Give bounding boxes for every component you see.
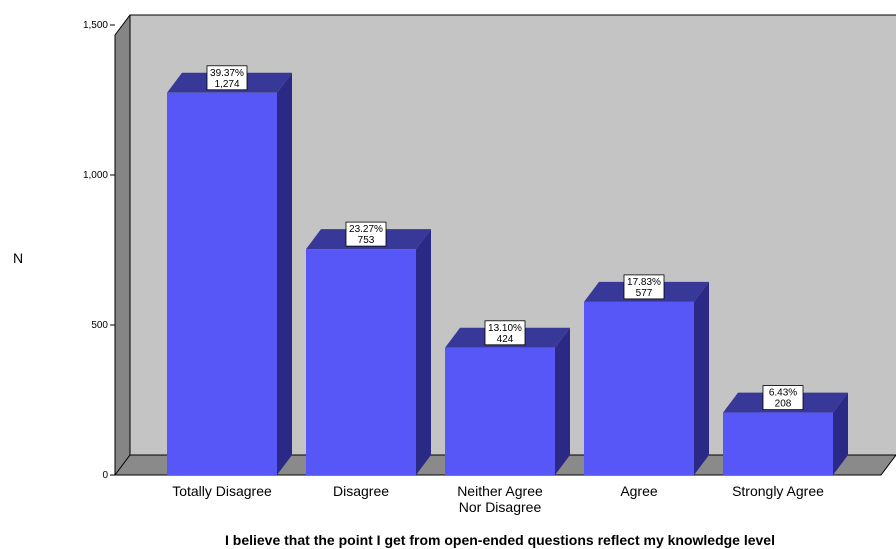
y-tick-label: 500 [91, 320, 108, 331]
data-label-box [623, 274, 665, 300]
data-label-percent: 6.43% [769, 388, 797, 399]
data-label-count: 1,274 [214, 79, 239, 90]
x-tick-label: Neither Agree [457, 483, 543, 499]
data-label-box [345, 221, 387, 247]
data-label-count: 577 [636, 288, 653, 299]
data-label-count: 753 [358, 235, 375, 246]
bar-group: 13.10%424 [445, 320, 570, 475]
bar [584, 301, 694, 475]
y-tick-label: 1,500 [83, 20, 108, 31]
data-label-count: 424 [497, 334, 514, 345]
x-tick-label: Strongly Agree [732, 483, 824, 499]
bar-side [694, 281, 709, 475]
data-label-percent: 17.83% [627, 277, 661, 288]
data-label-percent: 39.37% [210, 68, 244, 79]
data-label-box [206, 65, 248, 91]
bar-group: 39.37%1,274 [167, 65, 292, 476]
data-label-box [762, 385, 804, 411]
bar-side [277, 72, 292, 476]
bar [167, 92, 277, 476]
bar [445, 347, 555, 475]
chart-frame [114, 14, 896, 475]
y-tick-label: 0 [102, 470, 108, 481]
x-axis-label: I believe that the point I get from open… [225, 532, 775, 548]
data-label-count: 208 [775, 399, 792, 410]
x-tick-label: Nor Disagree [459, 499, 542, 515]
bar [723, 412, 833, 475]
bar [306, 249, 416, 475]
bar-group: 23.27%753 [306, 221, 431, 475]
bar-side [555, 327, 570, 475]
x-tick-label: Disagree [333, 483, 389, 499]
data-label-percent: 23.27% [349, 224, 383, 235]
bar-side [833, 392, 848, 475]
x-tick-label: Totally Disagree [172, 483, 272, 499]
bar-group: 17.83%577 [584, 274, 709, 475]
y-tick-label: 1,000 [83, 170, 108, 181]
data-label-box [484, 320, 526, 346]
left-wall [115, 15, 130, 475]
x-tick-label: Agree [620, 483, 658, 499]
y-axis-label: N [13, 250, 23, 266]
bar-side [416, 229, 431, 475]
bar-group: 6.43%208 [723, 385, 848, 475]
data-label-percent: 13.10% [488, 323, 522, 334]
